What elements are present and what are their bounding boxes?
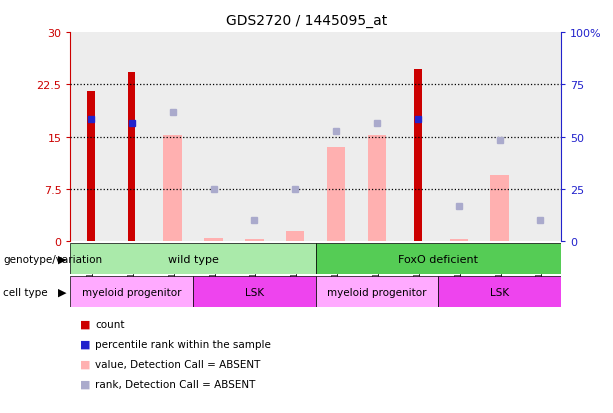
Text: GDS2720 / 1445095_at: GDS2720 / 1445095_at (226, 14, 387, 28)
Bar (234, 33, 275, 242)
Bar (438, 277, 561, 308)
Text: genotype/variation: genotype/variation (3, 254, 102, 264)
Bar (397, 33, 438, 242)
Bar (490, 176, 509, 242)
Text: ■: ■ (80, 359, 90, 369)
Text: FoxO deficient: FoxO deficient (398, 254, 478, 264)
Bar (70, 244, 316, 275)
Bar (87, 92, 94, 242)
Bar (112, 33, 152, 242)
Text: myeloid progenitor: myeloid progenitor (82, 287, 181, 297)
Bar (204, 239, 223, 242)
Bar (316, 244, 561, 275)
Bar (245, 240, 264, 242)
Bar (286, 231, 305, 242)
Bar (275, 33, 316, 242)
Text: LSK: LSK (245, 287, 264, 297)
Bar (357, 33, 397, 242)
Text: cell type: cell type (3, 287, 48, 297)
Bar (368, 136, 386, 242)
Bar (316, 277, 438, 308)
Bar (152, 33, 193, 242)
Text: wild type: wild type (168, 254, 218, 264)
Bar (164, 136, 182, 242)
Text: count: count (95, 319, 124, 329)
Bar (449, 240, 468, 242)
Bar (128, 73, 135, 242)
Text: value, Detection Call = ABSENT: value, Detection Call = ABSENT (95, 359, 261, 369)
Text: ▶: ▶ (58, 254, 66, 264)
Bar (327, 148, 345, 242)
Text: ▶: ▶ (58, 287, 66, 297)
Bar (520, 33, 561, 242)
Text: rank, Detection Call = ABSENT: rank, Detection Call = ABSENT (95, 379, 256, 389)
Bar (193, 277, 316, 308)
Text: percentile rank within the sample: percentile rank within the sample (95, 339, 271, 349)
Bar (438, 33, 479, 242)
Bar (479, 33, 520, 242)
Bar (414, 70, 422, 242)
Bar (70, 277, 193, 308)
Text: ■: ■ (80, 339, 90, 349)
Bar (193, 33, 234, 242)
Text: ■: ■ (80, 379, 90, 389)
Bar (316, 33, 357, 242)
Bar (70, 33, 112, 242)
Text: ■: ■ (80, 319, 90, 329)
Text: myeloid progenitor: myeloid progenitor (327, 287, 427, 297)
Text: LSK: LSK (490, 287, 509, 297)
